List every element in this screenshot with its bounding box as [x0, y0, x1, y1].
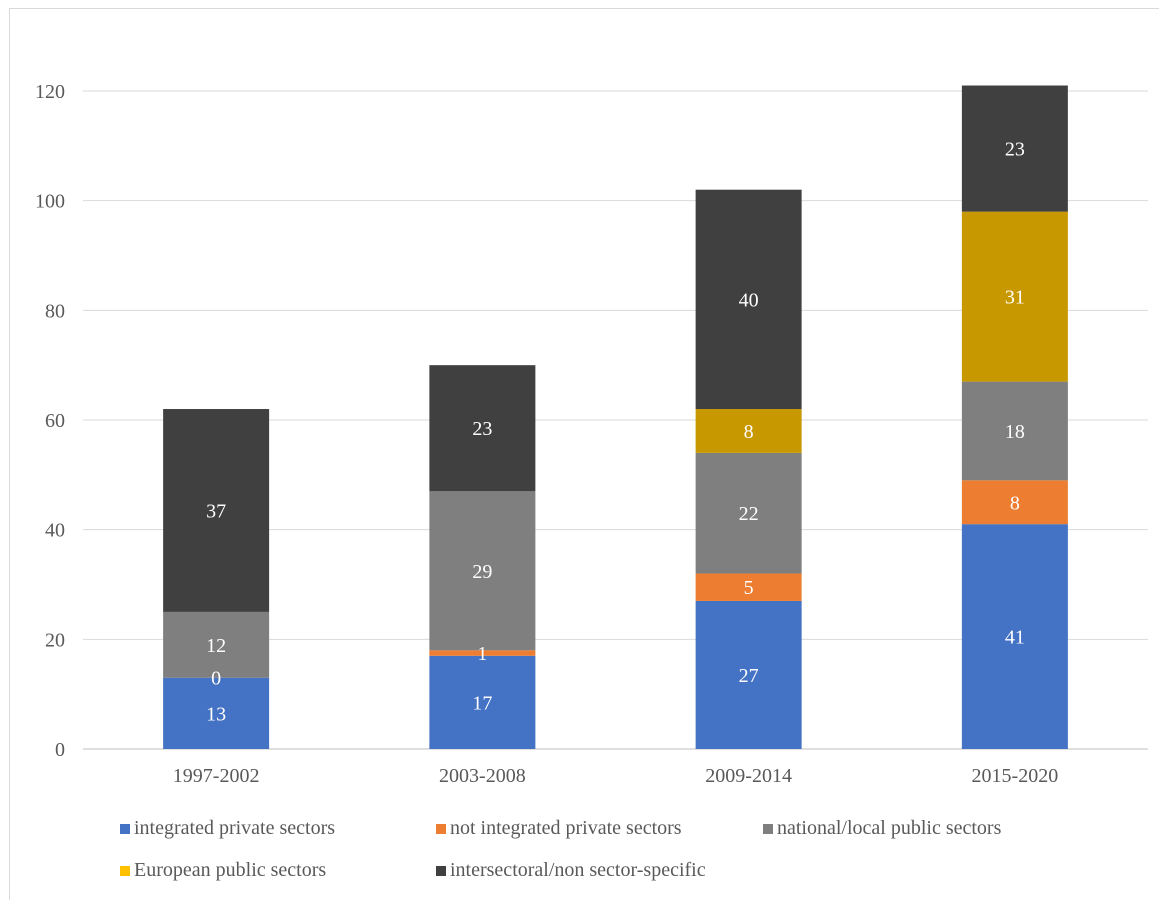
bar-segment-2003-2008-s1 — [429, 650, 536, 656]
x-tick-label-2: 2009-2014 — [705, 765, 792, 787]
data-label-2015-2020-s4: 23 — [1005, 139, 1025, 161]
data-label-2003-2008-s0: 17 — [472, 692, 492, 714]
data-label-2003-2008-s4: 23 — [472, 418, 492, 440]
y-tick-label-100: 100 — [35, 191, 65, 213]
data-label-2015-2020-s2: 18 — [1005, 421, 1025, 443]
bar-segment-2015-2020-s4 — [961, 85, 1068, 212]
bar-segment-2009-2014-s0 — [695, 600, 802, 749]
y-tick-label-40: 40 — [45, 520, 65, 542]
y-tick-label-20: 20 — [45, 629, 65, 651]
x-tick-label-3: 2015-2020 — [972, 765, 1059, 787]
bar-segment-1997-2002-s0 — [163, 677, 270, 749]
y-tick-label-60: 60 — [45, 410, 65, 432]
bar-segment-2003-2008-s0 — [429, 655, 536, 749]
bar-segment-2003-2008-s2 — [429, 491, 536, 651]
bar-segment-2009-2014-s4 — [695, 189, 802, 410]
data-label-2009-2014-s0: 27 — [739, 665, 759, 687]
bar-segment-2015-2020-s3 — [961, 211, 1068, 382]
data-label-2003-2008-s2: 29 — [472, 561, 492, 583]
data-label-1997-2002-s1: 0 — [211, 668, 221, 690]
y-tick-label-80: 80 — [45, 300, 65, 322]
data-label-1997-2002-s2: 12 — [206, 635, 226, 657]
data-label-1997-2002-s4: 37 — [206, 500, 226, 522]
data-label-2009-2014-s4: 40 — [739, 289, 759, 311]
bar-segment-2003-2008-s4 — [429, 365, 536, 492]
y-tick-label-120: 120 — [35, 81, 65, 103]
bar-segment-2009-2014-s2 — [695, 452, 802, 574]
data-label-2015-2020-s3: 31 — [1005, 287, 1025, 309]
data-label-1997-2002-s0: 13 — [206, 703, 226, 725]
data-label-2009-2014-s1: 5 — [744, 577, 754, 599]
chart-frame — [9, 8, 1159, 900]
data-label-2009-2014-s2: 22 — [739, 503, 759, 525]
bar-segment-2009-2014-s1 — [695, 573, 802, 601]
bar-segment-1997-2002-s4 — [163, 409, 270, 612]
bar-segment-2009-2014-s3 — [695, 409, 802, 453]
bar-segment-1997-2002-s2 — [163, 611, 270, 678]
bar-segment-2015-2020-s0 — [961, 524, 1068, 749]
bar-segment-2015-2020-s2 — [961, 381, 1068, 481]
bar-segment-2015-2020-s1 — [961, 480, 1068, 525]
y-tick-label-0: 0 — [55, 739, 65, 761]
x-tick-label-1: 2003-2008 — [439, 765, 526, 787]
data-label-2009-2014-s3: 8 — [744, 421, 754, 443]
data-label-2015-2020-s1: 8 — [1010, 492, 1020, 514]
x-tick-label-0: 1997-2002 — [173, 765, 260, 787]
data-label-2003-2008-s1: 1 — [477, 643, 487, 665]
data-label-2015-2020-s0: 41 — [1005, 627, 1025, 649]
